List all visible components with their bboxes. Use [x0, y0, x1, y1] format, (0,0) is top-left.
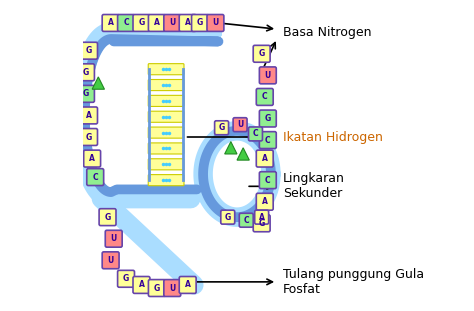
- FancyBboxPatch shape: [118, 15, 135, 31]
- FancyBboxPatch shape: [148, 174, 184, 186]
- FancyBboxPatch shape: [253, 215, 270, 232]
- FancyBboxPatch shape: [255, 210, 269, 224]
- Polygon shape: [237, 148, 249, 160]
- FancyBboxPatch shape: [148, 280, 165, 296]
- FancyBboxPatch shape: [215, 121, 228, 135]
- Text: Tulang punggung Gula
Fosfat: Tulang punggung Gula Fosfat: [283, 268, 424, 296]
- FancyBboxPatch shape: [148, 143, 184, 154]
- FancyBboxPatch shape: [133, 15, 150, 31]
- Text: U: U: [212, 18, 219, 27]
- FancyBboxPatch shape: [179, 276, 196, 293]
- FancyBboxPatch shape: [78, 64, 94, 81]
- Text: Lingkaran
Sekunder: Lingkaran Sekunder: [283, 172, 345, 200]
- FancyBboxPatch shape: [99, 209, 116, 225]
- Text: G: G: [86, 132, 92, 142]
- FancyBboxPatch shape: [248, 127, 263, 141]
- FancyBboxPatch shape: [256, 193, 273, 210]
- Text: A: A: [86, 111, 92, 120]
- Text: Basa Nitrogen: Basa Nitrogen: [283, 26, 372, 39]
- FancyBboxPatch shape: [148, 95, 184, 106]
- FancyBboxPatch shape: [221, 210, 235, 224]
- Text: A: A: [138, 281, 145, 290]
- Text: A: A: [154, 18, 160, 27]
- Text: A: A: [185, 18, 191, 27]
- Text: G: G: [86, 46, 92, 55]
- Text: C: C: [244, 216, 249, 225]
- Text: A: A: [262, 154, 268, 163]
- FancyBboxPatch shape: [164, 15, 181, 31]
- Text: U: U: [264, 71, 271, 80]
- FancyBboxPatch shape: [78, 86, 94, 102]
- Text: Ikatan Hidrogen: Ikatan Hidrogen: [283, 131, 383, 143]
- FancyBboxPatch shape: [133, 276, 150, 293]
- FancyBboxPatch shape: [259, 172, 276, 188]
- Text: G: G: [123, 274, 129, 283]
- Text: C: C: [253, 129, 258, 138]
- FancyBboxPatch shape: [164, 280, 181, 296]
- FancyBboxPatch shape: [105, 230, 122, 247]
- Text: U: U: [169, 18, 175, 27]
- FancyBboxPatch shape: [148, 15, 165, 31]
- FancyBboxPatch shape: [233, 118, 247, 132]
- Text: G: G: [258, 49, 265, 58]
- FancyBboxPatch shape: [102, 15, 119, 31]
- FancyBboxPatch shape: [81, 42, 98, 59]
- Text: U: U: [110, 234, 117, 243]
- FancyBboxPatch shape: [191, 15, 209, 31]
- Text: U: U: [237, 120, 243, 129]
- FancyBboxPatch shape: [81, 128, 98, 146]
- FancyBboxPatch shape: [148, 80, 184, 91]
- Text: G: G: [197, 18, 203, 27]
- FancyBboxPatch shape: [207, 15, 224, 31]
- FancyBboxPatch shape: [259, 110, 276, 127]
- Text: A: A: [108, 18, 114, 27]
- Text: G: G: [258, 219, 265, 228]
- Text: C: C: [265, 136, 271, 145]
- Text: U: U: [108, 256, 114, 265]
- FancyBboxPatch shape: [259, 132, 276, 149]
- Text: G: G: [83, 89, 89, 98]
- Text: U: U: [169, 284, 175, 293]
- FancyBboxPatch shape: [259, 67, 276, 84]
- Text: G: G: [83, 68, 89, 77]
- Polygon shape: [225, 142, 237, 154]
- Text: A: A: [262, 197, 268, 206]
- FancyBboxPatch shape: [118, 270, 135, 287]
- Text: G: G: [104, 213, 110, 222]
- Text: C: C: [265, 176, 271, 185]
- FancyBboxPatch shape: [148, 127, 184, 138]
- Text: C: C: [92, 173, 98, 182]
- Text: G: G: [264, 114, 271, 123]
- Text: G: G: [154, 284, 160, 293]
- FancyBboxPatch shape: [102, 252, 119, 269]
- FancyBboxPatch shape: [253, 45, 270, 62]
- FancyBboxPatch shape: [239, 213, 253, 227]
- FancyBboxPatch shape: [81, 107, 98, 124]
- Text: C: C: [123, 18, 129, 27]
- Text: A: A: [89, 154, 95, 163]
- Text: A: A: [185, 281, 191, 290]
- FancyBboxPatch shape: [84, 150, 100, 167]
- FancyBboxPatch shape: [256, 89, 273, 105]
- Text: A: A: [259, 213, 264, 222]
- FancyBboxPatch shape: [148, 64, 184, 75]
- FancyBboxPatch shape: [87, 169, 104, 186]
- FancyBboxPatch shape: [179, 15, 196, 31]
- Text: G: G: [138, 18, 145, 27]
- Text: G: G: [219, 123, 225, 132]
- Text: C: C: [262, 92, 267, 101]
- Text: G: G: [225, 213, 231, 222]
- FancyBboxPatch shape: [148, 159, 184, 170]
- FancyBboxPatch shape: [256, 150, 273, 167]
- FancyBboxPatch shape: [148, 111, 184, 122]
- Polygon shape: [92, 77, 104, 89]
